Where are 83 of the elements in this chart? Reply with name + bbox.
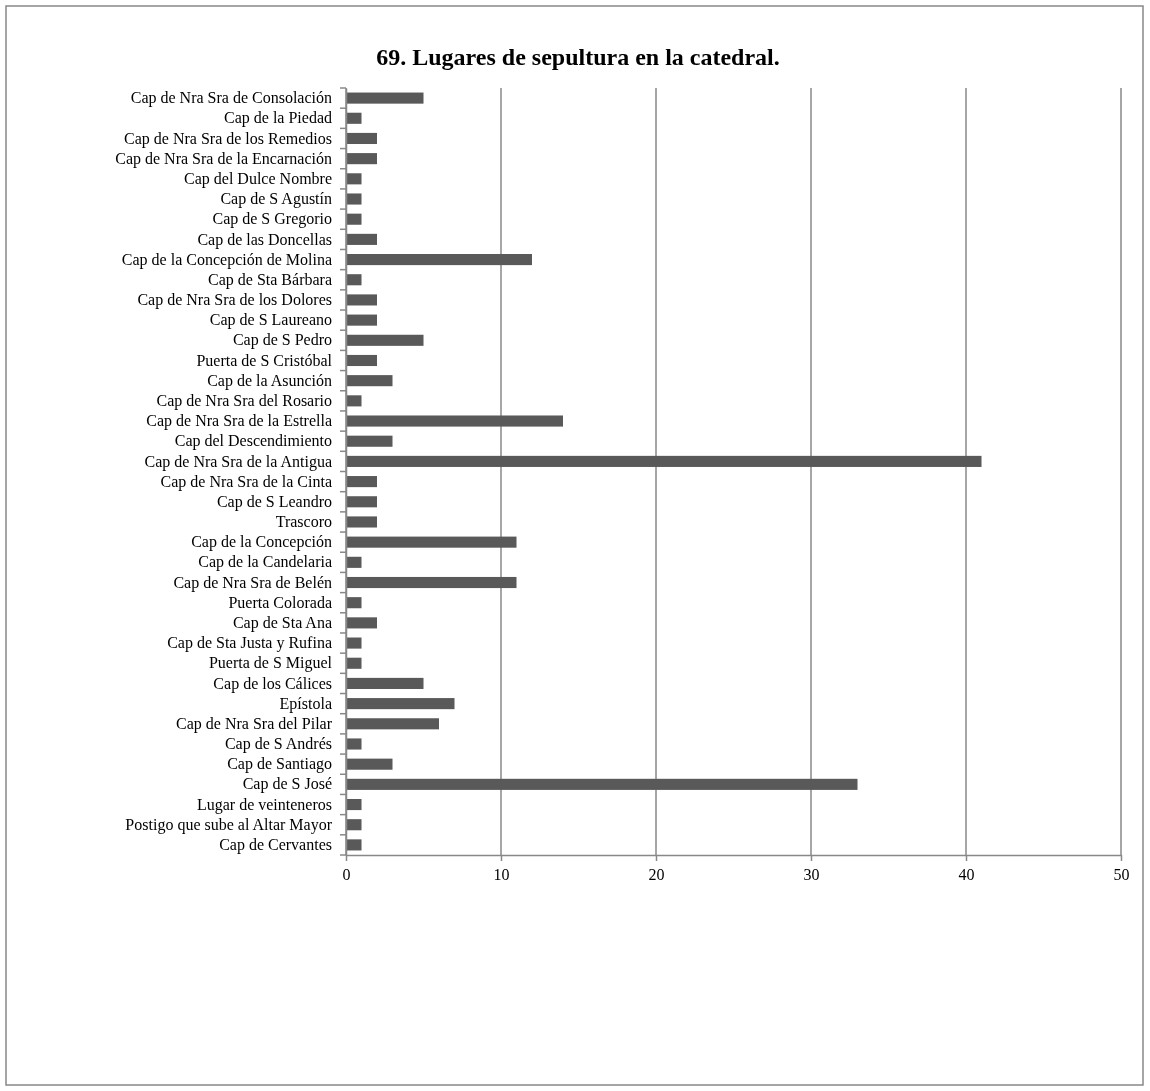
bar [346,173,362,185]
bar [346,153,377,165]
y-tick-label: Cap de la Concepción [191,533,332,552]
y-tick-label: Cap de Nra Sra de Consolación [130,89,332,108]
y-tick-label: Cap de Nra Sra del Pilar [176,714,333,733]
bar [346,496,377,508]
y-tick-label: Cap de Santiago [227,755,332,774]
y-tick-label: Cap de S Leandro [216,492,332,511]
bar [346,455,982,467]
x-tick-label: 50 [1113,866,1130,883]
y-tick-label: Cap de la Piedad [224,109,332,128]
y-tick-label: Puerta de S Cristóbal [196,351,333,369]
bar [346,334,424,346]
bar [346,213,362,225]
y-tick-label: Cap del Dulce Nombre [184,169,332,188]
y-tick-label: Cap de Nra Sra de la Cinta [160,472,332,491]
bar [346,274,362,286]
bar [346,415,563,427]
bar [346,637,362,649]
y-tick-label: Cap de Nra Sra de la Estrella [146,412,332,431]
bar [346,254,532,266]
y-tick-label: Cap del Descendimiento [174,432,332,451]
bar [346,193,362,205]
bar [346,738,362,750]
y-tick-label: Cap de la Asunción [207,371,332,390]
bar [346,395,362,407]
y-tick-label: Cap de Nra Sra de los Dolores [137,291,332,310]
y-tick-label: Cap de S Agustín [220,190,332,209]
y-tick-label: Cap de Nra Sra de Belén [173,573,332,592]
bar [346,839,362,851]
y-tick-label: Cap de los Cálices [213,674,332,693]
x-tick-label: 30 [803,866,820,883]
x-tick-label: 40 [958,866,975,883]
y-tick-label: Cap de Cervantes [219,836,332,855]
y-tick-label: Cap de S Laureano [209,311,332,330]
y-tick-label: Lugar de veinteneros [196,795,332,814]
bar [346,375,393,387]
bar [346,435,393,447]
x-tick-label: 0 [342,866,351,883]
bar [346,536,517,548]
bar [346,819,362,831]
bar [346,92,424,104]
y-tick-label: Cap de Nra Sra del Rosario [156,391,332,410]
y-tick-label: Cap de S Pedro [232,331,332,350]
bar [346,314,377,326]
bar [346,778,858,790]
bar [346,677,424,689]
bar [346,516,377,528]
y-tick-label: Cap de Sta Bárbara [208,270,332,289]
y-tick-label: Epístola [279,694,332,713]
y-tick-label: Cap de S Andrés [224,735,332,754]
chart-title: 69. Lugares de sepultura en la catedral. [376,44,780,70]
y-tick-label: Cap de Nra Sra de la Encarnación [115,149,332,168]
bar [346,556,362,568]
bar [346,657,362,669]
bar [346,798,362,811]
y-tick-label: Trascoro [275,513,332,531]
bar [346,132,377,145]
x-tick-label: 10 [493,866,510,883]
y-tick-label: Postigo que sube al Altar Mayor [125,815,333,834]
bar [346,758,393,770]
bar [346,597,362,609]
y-tick-label: Cap de S Gregorio [212,210,332,229]
y-tick-label: Cap de la Candelaria [198,553,332,572]
bar [346,576,517,589]
y-tick-label: Puerta de S Miguel [208,654,333,673]
y-tick-label: Cap de las Doncellas [197,230,332,249]
bar [346,294,377,306]
bar [346,617,377,629]
bar [346,476,377,488]
bar [346,233,377,245]
bar [346,112,362,124]
y-tick-label: Cap de Sta Ana [232,614,332,632]
x-tick-label: 20 [648,866,665,883]
y-tick-label: Cap de Nra Sra de los Remedios [124,129,332,148]
y-tick-label: Puerta Colorada [228,593,332,611]
y-tick-label: Cap de S José [242,775,332,794]
y-tick-label: Cap de Sta Justa y Rufina [167,634,332,653]
y-tick-label: Cap de la Concepción de Molina [121,250,332,269]
bar [346,698,455,710]
bar [346,718,439,730]
y-tick-label: Cap de Nra Sra de la Antigua [144,452,332,471]
bar [346,354,377,367]
